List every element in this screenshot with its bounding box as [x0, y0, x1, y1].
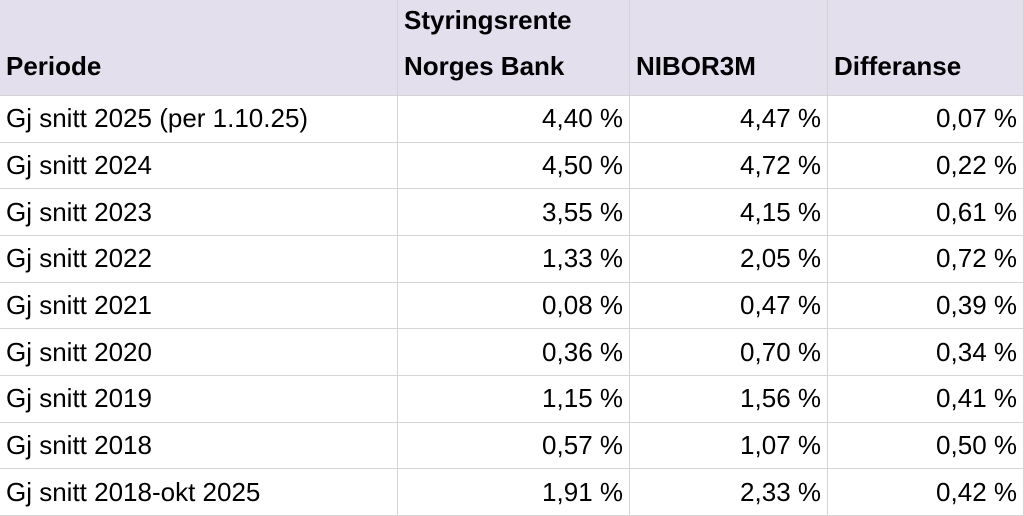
value-cell: 0,41 %	[828, 376, 1024, 423]
period-cell: Gj snitt 2018	[0, 422, 398, 470]
period-cell: Gj snitt 2022	[0, 236, 398, 283]
value-cell: 0,57 %	[398, 422, 630, 470]
period-cell: Gj snitt 2023	[0, 189, 398, 236]
value-cell: 1,56 %	[630, 376, 828, 423]
value-cell: 1,15 %	[398, 376, 630, 423]
header-text: Periode	[6, 51, 102, 81]
period-cell: Gj snitt 2018-okt 2025	[0, 469, 398, 516]
value-cell: 0,42 %	[828, 469, 1024, 516]
header-text: Norges Bank	[404, 51, 565, 81]
value-cell: 3,55 %	[398, 189, 630, 236]
value-cell: 0,70 %	[630, 329, 828, 376]
value-cell: 0,72 %	[828, 236, 1024, 283]
value-cell: 0,34 %	[828, 329, 1024, 376]
period-cell: Gj snitt 2025 (per 1.10.25)	[0, 96, 398, 143]
value-cell: 1,91 %	[398, 469, 630, 516]
header-cell: Periode	[0, 0, 398, 96]
value-cell: 4,40 %	[398, 96, 630, 143]
value-cell: 0,36 %	[398, 329, 630, 376]
value-cell: 0,07 %	[828, 96, 1024, 143]
value-cell: 0,22 %	[828, 142, 1024, 190]
value-cell: 4,72 %	[630, 142, 828, 190]
period-cell: Gj snitt 2019	[0, 376, 398, 423]
period-cell: Gj snitt 2021	[0, 282, 398, 330]
value-cell: 4,15 %	[630, 189, 828, 236]
value-cell: 4,47 %	[630, 96, 828, 143]
value-cell: 1,07 %	[630, 422, 828, 470]
period-cell: Gj snitt 2024	[0, 142, 398, 190]
header-text: NIBOR3M	[636, 51, 756, 81]
period-cell: Gj snitt 2020	[0, 329, 398, 376]
value-cell: 0,47 %	[630, 282, 828, 330]
header-cell: NIBOR3M	[630, 0, 828, 96]
header-text: Styringsrente	[404, 5, 572, 35]
value-cell: 4,50 %	[398, 142, 630, 190]
header-text: Differanse	[834, 51, 962, 81]
header-cell: Differanse	[828, 0, 1024, 96]
value-cell: 2,05 %	[630, 236, 828, 283]
value-cell: 0,61 %	[828, 189, 1024, 236]
value-cell: 1,33 %	[398, 236, 630, 283]
value-cell: 0,08 %	[398, 282, 630, 330]
header-cell: Styringsrente Norges Bank	[398, 0, 630, 96]
value-cell: 0,50 %	[828, 422, 1024, 470]
value-cell: 0,39 %	[828, 282, 1024, 330]
value-cell: 2,33 %	[630, 469, 828, 516]
